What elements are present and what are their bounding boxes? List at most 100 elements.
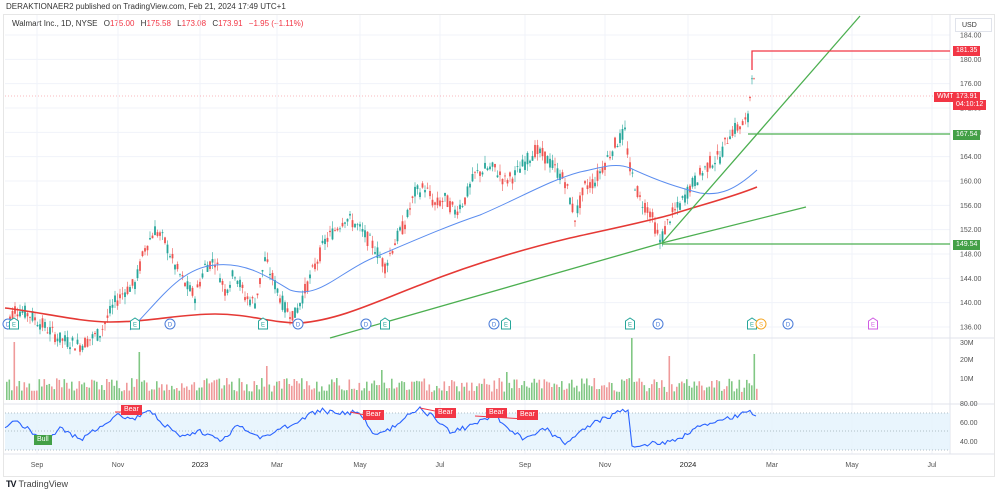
ma-short-line [129, 165, 758, 331]
resistance-price-tag: 181.35 [953, 46, 981, 56]
svg-text:E: E [750, 323, 754, 329]
rsi-tick: 40.00 [960, 439, 978, 446]
svg-text:E: E [12, 323, 16, 329]
resistance-level-line[interactable] [751, 50, 950, 70]
event-marker-e[interactable]: E [747, 317, 757, 330]
time-tick: Nov [599, 462, 612, 469]
rsi-bear-label: Bear [486, 408, 507, 418]
rsi-line [4, 406, 757, 448]
svg-text:E: E [871, 323, 875, 329]
svg-text:D: D [6, 323, 11, 329]
price-tick: 160.00 [960, 178, 982, 185]
volume-tick: 30M [960, 340, 974, 347]
event-marker-d[interactable]: D [488, 318, 500, 330]
symbol-name: Walmart Inc., 1D, NYSE [12, 19, 98, 28]
volume-tick: 20M [960, 357, 974, 364]
time-tick: 2024 [680, 460, 697, 469]
rsi-band [5, 413, 950, 450]
brand-name: TradingView [18, 479, 69, 489]
time-tick: Sep [31, 462, 44, 469]
last-price-tag: 173.91 [953, 92, 981, 102]
candlesticks [4, 75, 755, 356]
time-tick: Mar [766, 462, 779, 469]
trendline-mid[interactable] [661, 206, 807, 244]
open-value: 175.00 [109, 19, 135, 28]
price-axis[interactable]: 184.00180.00176.00172.00168.00164.00160.… [960, 33, 982, 332]
price-tick: 164.00 [960, 154, 982, 161]
price-tick: 144.00 [960, 276, 982, 283]
event-marker-e[interactable]: E [625, 317, 635, 330]
svg-text:E: E [261, 323, 265, 329]
time-tick: Sep [519, 462, 532, 469]
high-value: 175.58 [146, 19, 171, 28]
svg-text:D: D [364, 323, 369, 329]
rsi-bear-label: Bear [121, 405, 142, 415]
time-tick: Jul [436, 462, 445, 469]
change-value: −1.95 (−1.11%) [248, 19, 304, 28]
event-marker-e[interactable]: E [130, 317, 140, 330]
event-marker-d[interactable]: D [652, 318, 664, 330]
event-marker-e[interactable]: E [868, 317, 878, 330]
svg-text:D: D [296, 323, 301, 329]
rsi-bear-label: Bear [517, 410, 538, 420]
symbol-tag: WMT [934, 92, 957, 102]
rsi-axis: 80.00 60.00 40.00 [960, 401, 978, 446]
price-tick: 140.00 [960, 300, 982, 307]
svg-text:D: D [786, 323, 791, 329]
price-tick: 152.00 [960, 227, 982, 234]
rsi-bull-label: Bull [34, 435, 52, 445]
volume-tick: 10M [960, 376, 974, 383]
rsi-bear-label: Bear [363, 410, 384, 420]
support-2-price-tag: 149.54 [953, 240, 981, 250]
volume-axis: 30M 20M 10M [960, 340, 974, 383]
time-tick: Mar [271, 462, 284, 469]
published-info: DERAKTIONAER2 published on TradingView.c… [6, 2, 286, 11]
price-tick: 180.00 [960, 57, 982, 64]
svg-text:E: E [383, 323, 387, 329]
symbol-legend: Walmart Inc., 1D, NYSE O175.00 H175.58 L… [12, 19, 304, 28]
tradingview-logo-icon: TV [6, 479, 16, 489]
event-marker-e[interactable]: E [9, 317, 19, 330]
time-tick: May [845, 462, 859, 469]
svg-text:D: D [492, 323, 497, 329]
trendline-steep[interactable] [661, 15, 861, 244]
time-tick: Jul [928, 462, 937, 469]
countdown-tag: 04:10:12 [953, 100, 987, 110]
low-value: 173.08 [181, 19, 207, 28]
rsi-tick: 60.00 [960, 420, 978, 427]
time-tick: May [353, 462, 367, 469]
event-marker-e[interactable]: E [380, 317, 390, 330]
volume-bars [6, 338, 758, 400]
grid [5, 15, 950, 454]
svg-text:E: E [504, 323, 508, 329]
ma-long-line [4, 186, 758, 324]
svg-text:S: S [759, 323, 763, 329]
chart-frame [3, 14, 995, 477]
event-marker-e[interactable]: E [258, 317, 268, 330]
svg-text:D: D [168, 323, 173, 329]
currency-button[interactable]: USD [955, 18, 992, 32]
rsi-bear-label: Bear [435, 408, 456, 418]
event-marker-e[interactable]: E [501, 317, 511, 330]
support-1-price-tag: 167.54 [953, 130, 981, 140]
price-tick: 156.00 [960, 203, 982, 210]
time-tick: 2023 [192, 460, 209, 469]
time-axis[interactable]: Sep Nov 2023 Mar May Jul Sep Nov 2024 Mar May Jul [31, 460, 937, 469]
svg-text:E: E [628, 323, 632, 329]
price-tick: 184.00 [960, 33, 982, 40]
footer-brand[interactable]: TV TradingView [6, 479, 68, 489]
event-marker-d[interactable]: D [782, 318, 794, 330]
svg-text:E: E [133, 323, 137, 329]
event-marker-d[interactable]: D [360, 318, 372, 330]
rsi-tick: 80.00 [960, 401, 978, 408]
price-tick: 176.00 [960, 81, 982, 88]
event-marker-d[interactable]: D [292, 318, 304, 330]
price-tick: 148.00 [960, 251, 982, 258]
svg-text:D: D [656, 323, 661, 329]
time-tick: Nov [112, 462, 125, 469]
event-marker-d[interactable]: D [164, 318, 176, 330]
price-tick: 136.00 [960, 324, 982, 331]
event-marker-s[interactable]: S [755, 318, 767, 330]
